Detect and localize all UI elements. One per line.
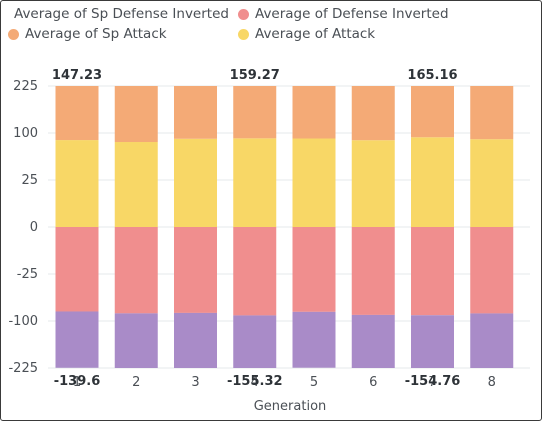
legend-label-attack: Average of Attack bbox=[255, 26, 376, 42]
legend-swatch-sp-attack bbox=[8, 28, 19, 40]
legend-item-sp-attack[interactable]: Average of Sp Attack bbox=[8, 26, 218, 42]
x-axis-title: Generation bbox=[254, 399, 327, 414]
data-label: -155.32 bbox=[227, 374, 283, 389]
x-tick-label: 8 bbox=[488, 375, 496, 390]
x-tick-label: 2 bbox=[132, 375, 140, 390]
bar-segment-gen-6-series-0[interactable] bbox=[351, 314, 395, 368]
bar-segment-gen-8-series-3[interactable] bbox=[470, 139, 514, 227]
legend-row-1: Average of Sp Defense Inverted Average o… bbox=[8, 4, 534, 24]
bar-segment-gen-7-series-3[interactable] bbox=[411, 137, 454, 227]
data-labels: 147.23 159.27 165.16 -139.6 -155.32 -154.76 bbox=[52, 68, 460, 389]
bar-segment-gen-2-series-1[interactable] bbox=[114, 227, 158, 314]
bar-segment-gen-8-series-2[interactable] bbox=[470, 86, 514, 140]
bar-segment-gen-3-series-2[interactable] bbox=[174, 86, 217, 139]
bar-segment-gen-1-series-3[interactable] bbox=[55, 140, 99, 227]
bar-segment-gen-2-series-2[interactable] bbox=[114, 86, 158, 143]
legend-item-attack[interactable]: Average of Attack bbox=[238, 26, 375, 42]
legend-swatch-attack bbox=[238, 28, 249, 40]
legend: Average of Sp Defense Inverted Average o… bbox=[8, 4, 534, 44]
legend-label-sp-defense-inverted: Average of Sp Defense Inverted bbox=[14, 6, 229, 22]
bar-segment-gen-8-series-0[interactable] bbox=[470, 313, 514, 368]
x-tick-label: 1 bbox=[73, 375, 81, 390]
bar-segment-gen-5-series-0[interactable] bbox=[292, 311, 336, 368]
y-tick-label: -225 bbox=[8, 361, 38, 376]
y-tick-label: 0 bbox=[30, 220, 38, 235]
legend-item-defense-inverted[interactable]: Average of Defense Inverted bbox=[238, 6, 449, 22]
bar-segment-gen-1-series-2[interactable] bbox=[55, 86, 99, 141]
x-tick-label: 6 bbox=[369, 375, 377, 390]
x-axis-ticks: 1 2 3 4 5 6 7 8 bbox=[73, 375, 496, 390]
bar-segment-gen-7-series-2[interactable] bbox=[411, 86, 454, 138]
y-tick-label: -100 bbox=[8, 314, 38, 329]
bar-segment-gen-7-series-0[interactable] bbox=[411, 315, 454, 368]
legend-row-2: Average of Sp Attack Average of Attack bbox=[8, 24, 534, 44]
data-label: -154.76 bbox=[405, 374, 461, 389]
data-label: -139.6 bbox=[54, 374, 101, 389]
bar-segment-gen-5-series-3[interactable] bbox=[292, 138, 336, 227]
bar-segment-gen-3-series-0[interactable] bbox=[174, 312, 217, 368]
bar-segment-gen-4-series-0[interactable] bbox=[233, 315, 277, 368]
x-tick-label: 3 bbox=[191, 375, 199, 390]
bar-segment-gen-1-series-1[interactable] bbox=[55, 227, 99, 312]
x-tick-label: 5 bbox=[310, 375, 318, 390]
data-label: 165.16 bbox=[407, 68, 457, 83]
bar-segment-gen-6-series-2[interactable] bbox=[351, 86, 395, 141]
bars bbox=[55, 86, 514, 368]
y-tick-label: 25 bbox=[21, 173, 38, 188]
bar-segment-gen-6-series-1[interactable] bbox=[351, 227, 395, 315]
bar-segment-gen-4-series-1[interactable] bbox=[233, 227, 277, 316]
bar-segment-gen-5-series-1[interactable] bbox=[292, 227, 336, 312]
bar-segment-gen-7-series-1[interactable] bbox=[411, 227, 454, 316]
bar-segment-gen-6-series-3[interactable] bbox=[351, 140, 395, 227]
legend-swatch-defense-inverted bbox=[238, 8, 249, 20]
x-tick-label: 7 bbox=[428, 375, 436, 390]
legend-label-sp-attack: Average of Sp Attack bbox=[25, 26, 167, 42]
legend-item-sp-defense-inverted[interactable]: Average of Sp Defense Inverted bbox=[8, 6, 229, 22]
data-label: 147.23 bbox=[52, 68, 102, 83]
y-tick-label: 100 bbox=[13, 126, 38, 141]
bar-segment-gen-4-series-2[interactable] bbox=[233, 86, 277, 139]
bar-segment-gen-3-series-1[interactable] bbox=[174, 227, 217, 313]
bar-segment-gen-4-series-3[interactable] bbox=[233, 138, 277, 227]
bar-segment-gen-3-series-3[interactable] bbox=[174, 138, 217, 227]
legend-label-defense-inverted: Average of Defense Inverted bbox=[255, 6, 449, 22]
bar-segment-gen-5-series-2[interactable] bbox=[292, 86, 336, 139]
data-label: 159.27 bbox=[230, 68, 280, 83]
y-tick-label: 225 bbox=[13, 79, 38, 94]
y-tick-label: -25 bbox=[17, 267, 38, 282]
bar-segment-gen-1-series-0[interactable] bbox=[55, 311, 99, 368]
x-tick-label: 4 bbox=[251, 375, 259, 390]
y-axis-ticks: 225 100 25 0 -25 -100 -225 bbox=[8, 79, 38, 376]
bar-segment-gen-8-series-1[interactable] bbox=[470, 227, 514, 314]
bar-segment-gen-2-series-3[interactable] bbox=[114, 142, 158, 227]
bar-segment-gen-2-series-0[interactable] bbox=[114, 313, 158, 368]
